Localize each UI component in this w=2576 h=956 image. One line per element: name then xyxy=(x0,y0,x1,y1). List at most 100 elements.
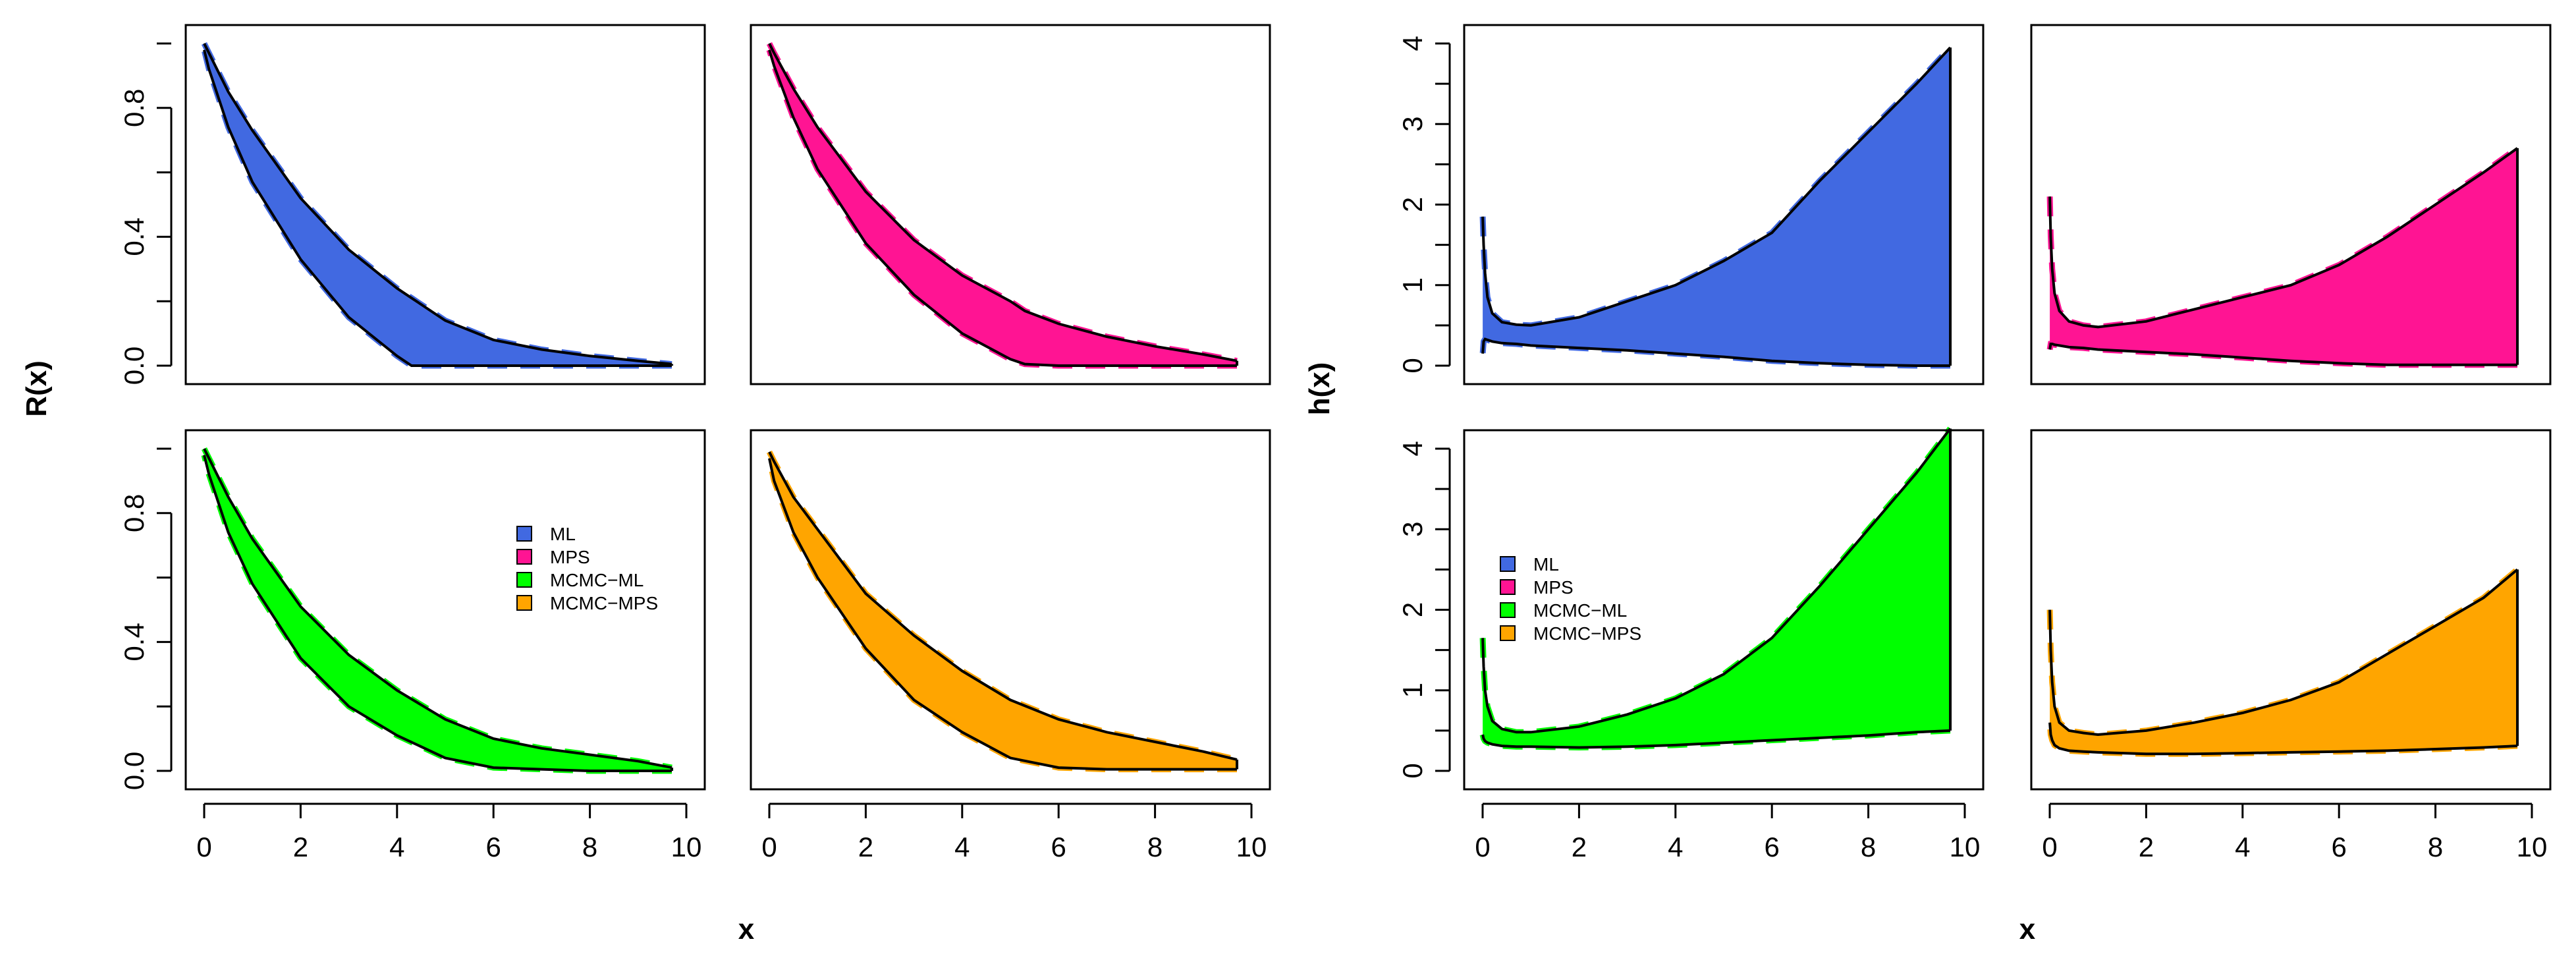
y-tick-label: 0 xyxy=(1397,763,1428,778)
x-tick-label: 0 xyxy=(1475,831,1490,862)
upper-bound-R-bottom-left xyxy=(203,448,672,770)
panel-R-top-right xyxy=(750,24,1271,385)
panel-h-top-right xyxy=(2030,24,2552,385)
lower-bound-h-top-left xyxy=(1481,337,1950,367)
legend-swatch xyxy=(1500,625,1516,641)
x-tick-label: 0 xyxy=(2042,831,2057,862)
x-tick-label: 10 xyxy=(1950,831,1981,862)
band-h-bottom-left xyxy=(1483,428,1950,748)
upper-bound-R-bottom-right xyxy=(768,451,1238,761)
upper-bound-R-top-right xyxy=(768,43,1238,362)
plot-frame-R-bottom-left xyxy=(184,429,706,791)
panel-h-bottom-right: 0 2 4 6 8 10 xyxy=(2030,429,2552,862)
panels-layer: 0.00.40.80 2 4 6 8 100.00.40.8MLMPSMCMC−MLMCM… xyxy=(119,24,2552,862)
legend-swatch xyxy=(1500,556,1516,572)
y-tick-label: 0.4 xyxy=(119,217,150,256)
plot-frame-R-top-left xyxy=(184,24,706,385)
y-tick-label: 3 xyxy=(1397,522,1428,537)
y-tick-label: 0 xyxy=(1397,358,1428,373)
x-tick-label: 4 xyxy=(2235,831,2250,862)
right-xlabel: x xyxy=(2019,913,2036,945)
upper-bound-h-bottom-left xyxy=(1481,428,1952,734)
upper-bound-R-top-left xyxy=(203,43,672,366)
legend-label: MCMC−MPS xyxy=(550,593,658,613)
y-tick-label: 1 xyxy=(1397,683,1428,698)
x-tick-label: 2 xyxy=(1572,831,1587,862)
lower-bound-R-top-right xyxy=(768,49,1237,367)
lower-bound-h-bottom-right xyxy=(2048,722,2518,756)
x-tick-label: 0 xyxy=(761,831,777,862)
x-tick-label: 2 xyxy=(2139,831,2154,862)
legend-label: MCMC−ML xyxy=(550,570,644,590)
x-tick-label: 10 xyxy=(671,831,702,862)
y-tick-label: 4 xyxy=(1397,36,1428,51)
x-tick-label: 6 xyxy=(2332,831,2347,862)
plot-frame-R-top-right xyxy=(750,24,1271,385)
y-tick-label: 0.8 xyxy=(119,494,150,532)
y-tick-label: 0.0 xyxy=(119,347,150,385)
x-tick-label: 10 xyxy=(1236,831,1267,862)
lower-bound-R-bottom-left xyxy=(203,455,672,772)
right-ylabel: h(x) xyxy=(1303,362,1336,416)
legend-swatch xyxy=(516,549,532,565)
band-R-top-right xyxy=(769,43,1237,366)
legend-label: MPS xyxy=(550,547,590,567)
upper-bound-h-top-left xyxy=(1481,46,1952,327)
plot-frame-h-bottom-left xyxy=(1463,429,1985,791)
x-tick-label: 10 xyxy=(2517,831,2548,862)
x-tick-label: 0 xyxy=(196,831,211,862)
legend-R: ML MPS MCMC−ML MCMC−MPS xyxy=(516,524,658,613)
lower-bound-R-top-left xyxy=(203,49,672,367)
plot-frame-R-bottom-right xyxy=(750,429,1271,791)
legend-label: MCMC−MPS xyxy=(1533,623,1641,644)
x-tick-label: 4 xyxy=(1668,831,1683,862)
legend-swatch xyxy=(1500,579,1516,595)
band-R-bottom-left xyxy=(204,449,672,771)
lower-bound-h-bottom-left xyxy=(1481,729,1951,749)
left-xlabel: x xyxy=(738,913,755,945)
legend-swatch xyxy=(516,595,532,611)
y-tick-label: 0.4 xyxy=(119,623,150,661)
y-tick-label: 2 xyxy=(1397,197,1428,212)
x-tick-label: 4 xyxy=(954,831,970,862)
legend-label: ML xyxy=(1533,554,1559,575)
upper-bound-h-bottom-right xyxy=(2048,568,2519,737)
band-h-bottom-right xyxy=(2050,569,2517,754)
y-tick-label: 1 xyxy=(1397,277,1428,293)
plot-frame-h-bottom-right xyxy=(2030,429,2552,791)
y-tick-label: 3 xyxy=(1397,117,1428,132)
panel-R-top-left: 0.0 0.4 0.8 xyxy=(119,24,706,385)
x-tick-label: 2 xyxy=(858,831,873,862)
panel-h-top-left: 0 1 2 3 4 xyxy=(1397,24,1985,385)
x-tick-label: 8 xyxy=(2428,831,2443,862)
y-tick-label: 0.8 xyxy=(119,89,150,127)
legend-label: MPS xyxy=(1533,577,1574,598)
x-tick-label: 8 xyxy=(1861,831,1876,862)
lower-bound-R-bottom-right xyxy=(768,458,1237,771)
y-tick-label: 2 xyxy=(1397,602,1428,617)
x-tick-label: 6 xyxy=(1765,831,1780,862)
legend-swatch xyxy=(516,526,532,542)
y-tick-label: 0.0 xyxy=(119,752,150,790)
x-tick-label: 2 xyxy=(293,831,308,862)
legend-swatch xyxy=(1500,602,1516,618)
upper-bound-h-top-right xyxy=(2048,147,2519,329)
band-R-bottom-right xyxy=(769,451,1237,770)
x-tick-label: 4 xyxy=(389,831,404,862)
x-tick-label: 8 xyxy=(1147,831,1163,862)
plot-frame-h-top-right xyxy=(2030,24,2552,385)
x-tick-label: 6 xyxy=(1051,831,1066,862)
panel-R-bottom-right: 0 2 4 6 8 10 xyxy=(750,429,1271,862)
y-tick-label: 4 xyxy=(1397,441,1428,456)
band-R-top-left xyxy=(204,43,672,366)
panel-R-bottom-left: 0 2 4 6 8 10 0.0 0.4 0.8 ML MPS MCMC−ML MCMC−MPS xyxy=(119,429,706,862)
x-tick-label: 8 xyxy=(582,831,597,862)
lower-bound-h-top-right xyxy=(2048,343,2517,366)
legend-label: ML xyxy=(550,524,576,544)
left-ylabel: R(x) xyxy=(20,360,53,417)
x-tick-label: 6 xyxy=(486,831,501,862)
legend-label: MCMC−ML xyxy=(1533,600,1627,621)
